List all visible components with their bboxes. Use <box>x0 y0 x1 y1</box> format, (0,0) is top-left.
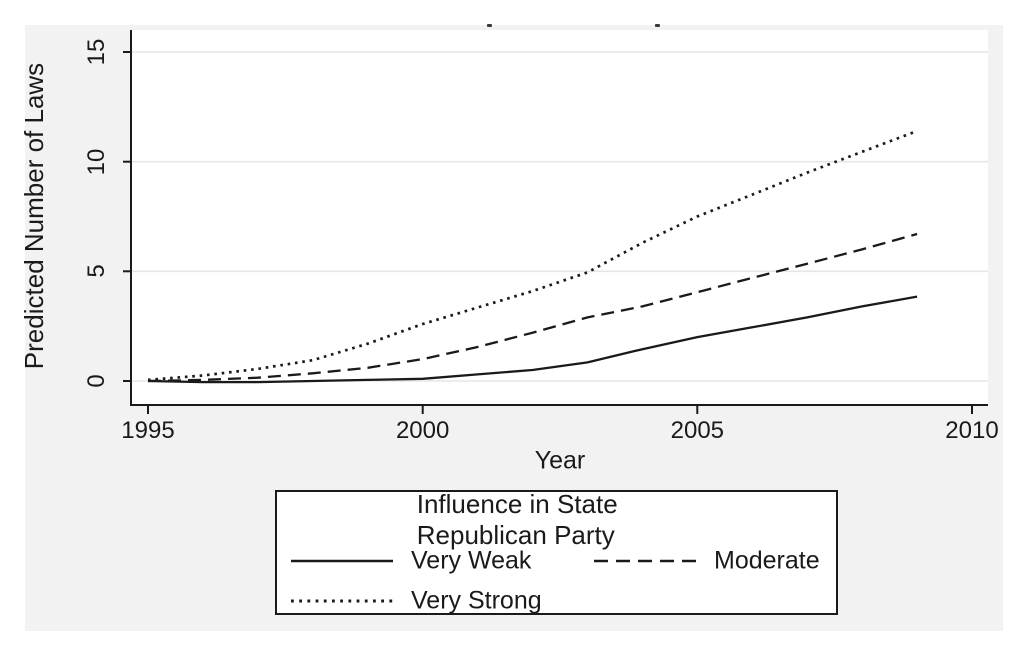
legend-label-moderate: Moderate <box>714 546 820 575</box>
cropped-title-remnant <box>487 24 492 27</box>
very-weak-line-icon <box>291 557 393 565</box>
x-tick-label-2010: 2010 <box>945 417 999 444</box>
x-tick-label-2005: 2005 <box>670 417 725 444</box>
y-tick-label-0: 0 <box>83 374 110 388</box>
cropped-title-remnant <box>655 24 660 27</box>
x-tick-label-1995: 1995 <box>121 417 175 444</box>
x-tick-label-2000: 2000 <box>395 417 450 444</box>
legend-label-very-strong: Very Strong <box>411 586 542 615</box>
y-tick-label-5: 5 <box>83 264 110 279</box>
y-tick-label-15: 15 <box>83 38 110 66</box>
legend-label-very-weak: Very Weak <box>411 546 532 575</box>
legend-title: Influence in State Republican Party <box>416 489 618 550</box>
tick-marks <box>123 51 973 414</box>
plot-background <box>131 30 988 405</box>
moderate-line-icon <box>594 557 698 565</box>
y-axis-title: Predicted Number of Laws <box>19 62 49 370</box>
series-line-moderate <box>147 232 918 383</box>
legend-box: Influence in State Republican Party Very… <box>275 489 838 615</box>
very-strong-line-icon <box>291 597 393 605</box>
series-line-very-weak <box>147 295 918 384</box>
x-axis-title: Year <box>534 446 586 475</box>
data-series-lines <box>147 129 918 384</box>
y-tick-label-10: 10 <box>83 148 110 176</box>
